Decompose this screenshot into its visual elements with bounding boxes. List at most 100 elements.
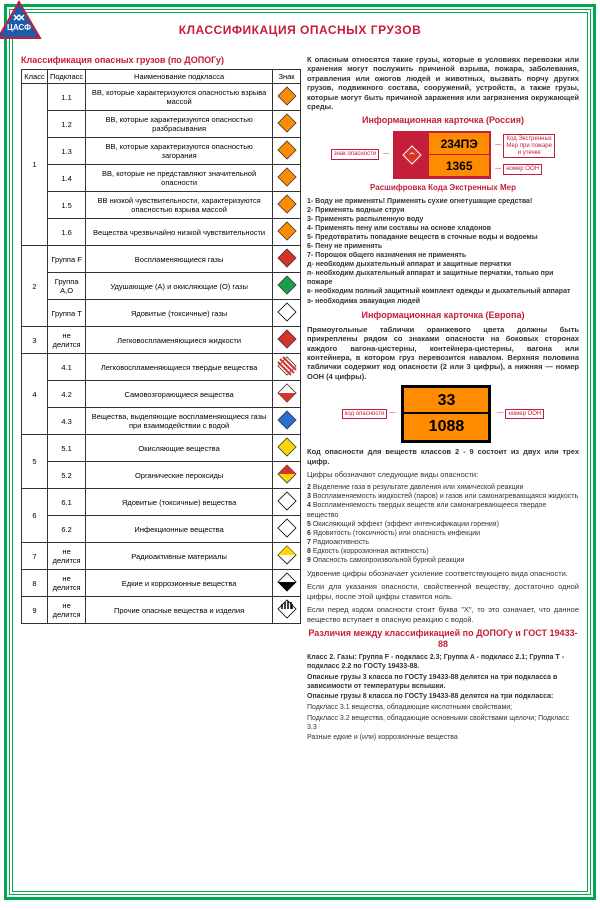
sign-cell [273, 273, 301, 300]
hazard-sign-icon [277, 572, 297, 592]
table-row: 1.3ВВ, которые характеризуются опасность… [22, 138, 301, 165]
hazard-list: 2 Выделение газа в результате давления и… [307, 483, 579, 565]
subclass-cell: Группа T [48, 300, 86, 327]
subclass-cell: 1.6 [48, 219, 86, 246]
name-cell: Удушающие (А) и окисляющие (О) газы [86, 273, 273, 300]
table-row: 55.1Окисляющие вещества [22, 435, 301, 462]
name-cell: Едкие и коррозионные вещества [86, 570, 273, 597]
hazard-item: 7 Радиоактивность [307, 538, 579, 547]
eu-code1: 33 [404, 388, 488, 414]
hazard-intro: Цифры обозначают следующие виды опасност… [307, 470, 579, 479]
sign-cell [273, 165, 301, 192]
subclass-cell: 1.3 [48, 138, 86, 165]
hazard-sign-icon [277, 113, 297, 133]
subclass-cell: не делится [48, 597, 86, 624]
table-row: Группа A,OУдушающие (А) и окисляющие (О)… [22, 273, 301, 300]
sign-cell [273, 354, 301, 381]
decode-item: 7- Порошок общего назначения не применят… [307, 251, 579, 260]
decode-item: 1- Воду не применять! Применять сухие ог… [307, 197, 579, 206]
subclass-cell: 5.1 [48, 435, 86, 462]
diff-item: Подкласс 3.1 вещества, обладающие кислот… [307, 704, 579, 713]
th-name: Наименование подкласса [86, 70, 273, 84]
name-cell: Ядовитые (токсичные) вещества [86, 489, 273, 516]
hazard-sign-icon [277, 86, 297, 106]
decode-title: Расшифровка Кода Экстренных Мер [307, 183, 579, 193]
decode-item: 6- Пену не применять [307, 242, 579, 251]
hazard-sign-icon [277, 356, 297, 376]
svg-text:ЦАСФ: ЦАСФ [7, 23, 31, 32]
sign-cell [273, 489, 301, 516]
left-column: Классификация опасных грузов (по ДОПОГу)… [21, 55, 301, 745]
hazard-item: 6 Ядовитость (токсичность) или опасность… [307, 529, 579, 538]
table-row: 1.2ВВ, которые характеризуются опасность… [22, 111, 301, 138]
table-row: 2Группа FВоспламеняющиеся газы [22, 246, 301, 273]
subclass-cell: Группа F [48, 246, 86, 273]
hazard-sign-icon [277, 248, 297, 268]
subclass-cell: 6.1 [48, 489, 86, 516]
th-sign: Знак [273, 70, 301, 84]
decode-item: к- необходим полный защитный комплект од… [307, 287, 579, 296]
eu-lbl-l: код опасности [342, 409, 388, 420]
table-row: 7не делитсяРадиоактивные материалы [22, 543, 301, 570]
subclass-cell: не делится [48, 543, 86, 570]
name-cell: ВВ, которые характеризуются опасностью р… [86, 111, 273, 138]
name-cell: Прочие опасные вещества и изделия [86, 597, 273, 624]
sign-cell [273, 570, 301, 597]
name-cell: Вещества, выделяющие воспламеняющиеся га… [86, 408, 273, 435]
decode-item: э- необходима эвакуация людей [307, 297, 579, 306]
hazard-notes: Удвоение цифры обозначает усиление соотв… [307, 569, 579, 624]
hazard-sign-icon [395, 133, 429, 177]
hazard-sign-icon [277, 329, 297, 349]
name-cell: Самовозгорающиеся вещества [86, 381, 273, 408]
intro-text: К опасным относятся такие грузы, которые… [307, 55, 579, 111]
hazard-item: 4 Воспламеняемость твердых веществ или с… [307, 501, 579, 519]
subclass-cell: 1.5 [48, 192, 86, 219]
hazard-note: Если для указания опасности, свойственно… [307, 582, 579, 601]
classification-table: Класс Подкласс Наименование подкласса Зн… [21, 69, 301, 624]
sign-cell [273, 462, 301, 489]
sign-cell [273, 381, 301, 408]
subclass-cell: не делится [48, 570, 86, 597]
hazard-sign-icon [277, 599, 297, 619]
table-row: 11.1ВВ, которые характеризуются опасност… [22, 84, 301, 111]
hazard-item: 2 Выделение газа в результате давления и… [307, 483, 579, 492]
eu-intro: Прямоугольные таблички оранжевого цвета … [307, 325, 579, 381]
sign-cell [273, 192, 301, 219]
lbl-rt: Код Экстренных Мер при пожаре и утечке [503, 134, 555, 158]
hazard-sign-icon [277, 491, 297, 511]
code-top: 234ПЭ [429, 133, 489, 155]
th-subclass: Подкласс [48, 70, 86, 84]
name-cell: ВВ, которые не представляют значительной… [86, 165, 273, 192]
sign-cell [273, 597, 301, 624]
code-bot: 1365 [429, 155, 489, 177]
decode-list: 1- Воду не применять! Применять сухие ог… [307, 197, 579, 306]
lbl-rb: номер ООН [503, 164, 542, 175]
hazard-note: Удвоение цифры обозначает усиление соотв… [307, 569, 579, 578]
class-cell: 9 [22, 597, 48, 624]
subclass-cell: 4.2 [48, 381, 86, 408]
name-cell: Легковоспламеняющиеся твердые вещества [86, 354, 273, 381]
hazard-sign-icon [277, 464, 297, 484]
table-row: 1.5ВВ низкой чувствительности, характери… [22, 192, 301, 219]
logo: ЦАСФ [0, 0, 42, 46]
decode-item: д- необходим дыхательный аппарат и защит… [307, 260, 579, 269]
diff-list: Класс 2. Газы: Группа F - подкласс 2.3; … [307, 654, 579, 743]
diff-item: Класс 2. Газы: Группа F - подкласс 2.3; … [307, 654, 579, 672]
hazard-sign-icon [277, 437, 297, 457]
table-row: 9не делитсяПрочие опасные вещества и изд… [22, 597, 301, 624]
class-cell: 7 [22, 543, 48, 570]
table-row: 3не делитсяЛегковоспламеняющиеся жидкост… [22, 327, 301, 354]
subclass-cell: 4.3 [48, 408, 86, 435]
sign-cell [273, 300, 301, 327]
sign-cell [273, 219, 301, 246]
hazard-sign-icon [277, 383, 297, 403]
name-cell: Легковоспламеняющиеся жидкости [86, 327, 273, 354]
diff-item: Опасные грузы 3 класса по ГОСТу 19433-88… [307, 674, 579, 692]
table-row: 8не делитсяЕдкие и коррозионные вещества [22, 570, 301, 597]
subclass-cell: 4.1 [48, 354, 86, 381]
decode-item: 5- Предотвратить попадание веществ в сто… [307, 233, 579, 242]
hazard-sign-icon [277, 167, 297, 187]
sign-cell [273, 516, 301, 543]
hazard-sign-icon [277, 140, 297, 160]
sign-cell [273, 408, 301, 435]
